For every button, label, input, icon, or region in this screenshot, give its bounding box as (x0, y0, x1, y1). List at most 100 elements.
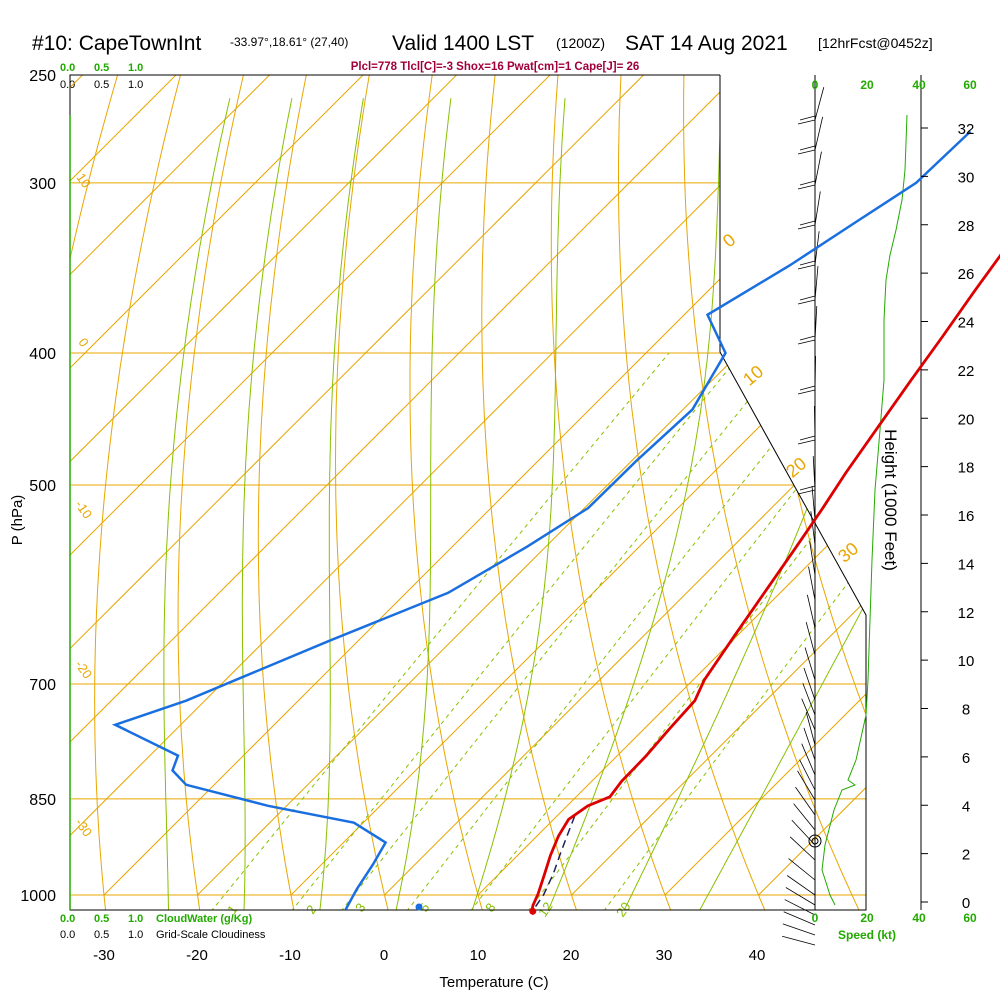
height-tick-label: 26 (958, 266, 975, 283)
wind-barb (808, 566, 816, 601)
mixing-ratio-label: 2 (303, 902, 319, 917)
cloudwater-tick: 0.0 (60, 62, 75, 74)
wind-speed-label: Speed (kt) (838, 928, 896, 942)
x-tick-label: 40 (749, 947, 766, 964)
wind-barb (793, 803, 816, 831)
isotherm-line (197, 75, 866, 896)
mixing-ratio-line (330, 352, 787, 910)
wind-barb (803, 667, 816, 701)
cloudwater-tick: 0.5 (94, 913, 109, 925)
mixing-ratio-line (396, 352, 847, 910)
wind-speed-tick: 40 (912, 78, 926, 92)
cloudwater-tick: 1.0 (128, 913, 143, 925)
mixing-ratio-label: 20 (613, 899, 634, 919)
dry-adiabat-line (70, 75, 126, 910)
moist-adiabat-line (691, 98, 866, 910)
dewpoint-profile-line (111, 130, 972, 911)
wind-barb (799, 759, 816, 791)
isotherm-line (70, 75, 457, 896)
height-tick-label: 16 (958, 508, 975, 525)
moist-adiabat-label: 10 (73, 170, 94, 190)
wind-barb (805, 622, 816, 656)
height-tick-label: 28 (958, 218, 975, 235)
height-tick-label: 12 (958, 605, 975, 622)
isotherm-line (664, 75, 866, 896)
isotherm-line (290, 75, 866, 896)
dry-adiabat-line (94, 75, 188, 910)
wind-barb (797, 355, 816, 395)
wind-barb (797, 405, 816, 445)
cloud-scale-top: 0.0 0.5 1.0 0.0 0.5 1.0 (60, 62, 143, 91)
mixing-ratio-label: 8 (482, 900, 498, 915)
wind-barb (797, 231, 820, 270)
cloudiness-tick: 0.0 (60, 929, 75, 941)
height-tick-label: 0 (962, 895, 970, 912)
wind-barb (797, 770, 816, 801)
x-tick-label: 20 (563, 947, 580, 964)
pressure-tick-label: 250 (29, 68, 56, 85)
dry-adiabat-label: 20 (782, 453, 810, 481)
x-tick-label: -10 (279, 947, 301, 964)
wind-barb (804, 647, 816, 681)
moist-adiabat-label: -10 (72, 497, 95, 521)
cloudwater-tick: 0.0 (60, 913, 75, 925)
height-tick-label: 6 (962, 750, 970, 767)
isotherm-line (70, 75, 270, 896)
moist-adiabat-label: -20 (72, 657, 95, 681)
wind-barb (797, 151, 822, 190)
moist-adiabat-line (467, 98, 566, 910)
height-tick-label: 32 (958, 121, 975, 138)
calm-wind-marker (808, 834, 822, 848)
pressure-tick-label: 700 (29, 677, 56, 694)
x-axis-label: Temperature (C) (439, 974, 548, 991)
wind-speed-tick: 60 (963, 78, 977, 92)
x-tick-label: 0 (380, 947, 388, 964)
dry-adiabat-label: 30 (834, 538, 862, 566)
moist-adiabat-line (163, 98, 231, 910)
forecast-info: [12hrFcst@0452z] (818, 35, 933, 51)
moist-adiabat-line (616, 98, 866, 910)
height-tick-label: 22 (958, 363, 975, 380)
isotherm-line (70, 75, 738, 896)
wind-barb (795, 786, 816, 816)
moist-adiabat-line (542, 98, 722, 910)
height-tick-label: 14 (958, 556, 975, 573)
wind-speed-tick: 40 (912, 911, 926, 925)
surface-dewpoint-point (415, 903, 423, 911)
mixing-ratio-line (280, 352, 742, 910)
dry-adiabat-line (177, 75, 250, 910)
temperature-profile-line (530, 253, 1000, 912)
wind-barb (803, 727, 816, 761)
pressure-tick-label: 500 (29, 478, 56, 495)
x-tick-label: -20 (186, 947, 208, 964)
zulu-time: (1200Z) (556, 35, 605, 51)
stability-indices: Plcl=778 Tlcl[C]=-3 Shox=16 Pwat[cm]=1 C… (351, 61, 640, 73)
wind-speed-tick: 60 (963, 911, 977, 925)
plot-frame (69, 74, 922, 911)
parcel-trace-line (532, 815, 576, 911)
wind-barb (805, 712, 816, 746)
isotherm-line (70, 75, 831, 896)
sounding-profiles (111, 130, 1000, 915)
dry-adiabat-line (550, 75, 677, 910)
height-tick-label: 18 (958, 460, 975, 477)
wind-barb (786, 875, 816, 896)
station-coords: -33.97°,18.61° (27,40) (230, 35, 348, 49)
cloudiness-tick: 0.0 (60, 79, 75, 91)
wind-barb (782, 935, 816, 946)
isotherm-line (70, 75, 364, 896)
height-tick-label: 2 (962, 847, 970, 864)
wind-barb (789, 836, 816, 861)
wind-barb (797, 87, 825, 125)
wind-barb (806, 594, 816, 629)
wind-barb (785, 887, 816, 906)
pressure-tick-label: 1000 (20, 888, 56, 905)
dry-adiabat-label: 10 (739, 361, 767, 389)
wind-barb (801, 743, 816, 776)
height-tick-label: 20 (958, 411, 975, 428)
isotherm-line (477, 75, 866, 896)
wind-barbs (69, 87, 908, 946)
mixing-ratio-label: 3 (352, 900, 368, 915)
height-axis-label: Height (1000 Feet) (881, 429, 900, 571)
